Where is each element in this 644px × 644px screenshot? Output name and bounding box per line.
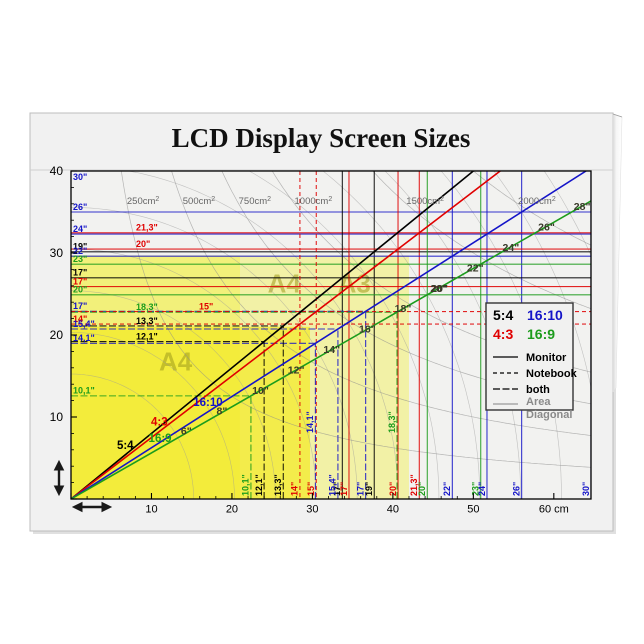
svg-text:20: 20 — [226, 504, 238, 516]
svg-text:Area: Area — [526, 396, 551, 408]
svg-text:60 cm: 60 cm — [539, 504, 569, 516]
svg-text:15": 15" — [306, 482, 316, 496]
svg-text:5:4: 5:4 — [117, 440, 134, 452]
svg-text:12": 12" — [288, 364, 305, 376]
svg-text:50: 50 — [467, 504, 479, 516]
svg-text:LCD Display Screen Sizes: LCD Display Screen Sizes — [172, 123, 471, 153]
svg-text:13,3": 13,3" — [273, 474, 283, 496]
svg-text:250cm2: 250cm2 — [127, 195, 160, 207]
svg-text:A4: A4 — [159, 346, 193, 376]
svg-text:20: 20 — [50, 328, 64, 342]
svg-text:15,4": 15,4" — [73, 319, 95, 329]
svg-text:22": 22" — [467, 262, 484, 274]
svg-text:10: 10 — [50, 410, 64, 424]
svg-text:16:10: 16:10 — [527, 307, 563, 323]
svg-text:13,3": 13,3" — [136, 316, 158, 326]
svg-text:500cm2: 500cm2 — [183, 195, 216, 207]
svg-text:16:9: 16:9 — [527, 326, 555, 342]
svg-text:21,3": 21,3" — [136, 223, 158, 233]
svg-text:12,1": 12,1" — [254, 474, 264, 496]
svg-text:Notebook: Notebook — [526, 368, 578, 380]
svg-text:17": 17" — [73, 301, 87, 311]
svg-text:19": 19" — [364, 482, 374, 496]
svg-text:17": 17" — [339, 482, 349, 496]
svg-text:10: 10 — [145, 504, 157, 516]
svg-text:20": 20" — [431, 283, 448, 295]
svg-text:26": 26" — [73, 202, 87, 212]
svg-text:15": 15" — [199, 301, 213, 311]
svg-text:Diagonal: Diagonal — [526, 409, 572, 421]
svg-text:18,3": 18,3" — [387, 411, 397, 433]
svg-text:24": 24" — [73, 224, 87, 234]
svg-text:17": 17" — [355, 482, 365, 496]
svg-text:14": 14" — [290, 482, 300, 496]
svg-text:26": 26" — [538, 222, 555, 234]
svg-text:23": 23" — [471, 482, 481, 496]
svg-text:20": 20" — [417, 482, 427, 496]
svg-text:16": 16" — [359, 324, 376, 336]
svg-text:10": 10" — [252, 385, 269, 397]
svg-text:14": 14" — [323, 344, 340, 356]
svg-text:5:4: 5:4 — [493, 307, 513, 323]
svg-text:4:3: 4:3 — [151, 417, 168, 429]
svg-text:30: 30 — [306, 504, 318, 516]
svg-text:Monitor: Monitor — [526, 352, 567, 364]
svg-text:750cm2: 750cm2 — [239, 195, 272, 207]
svg-text:12,1": 12,1" — [136, 331, 158, 341]
svg-text:14,1": 14,1" — [305, 411, 315, 433]
svg-text:26": 26" — [511, 482, 521, 496]
svg-text:22": 22" — [442, 482, 452, 496]
svg-text:28": 28" — [574, 201, 591, 213]
svg-text:8": 8" — [217, 405, 228, 417]
svg-text:30: 30 — [50, 246, 64, 260]
svg-text:4:3: 4:3 — [493, 326, 513, 342]
svg-text:40: 40 — [50, 164, 64, 178]
svg-text:23": 23" — [73, 254, 87, 264]
svg-text:30": 30" — [581, 482, 591, 496]
svg-text:A4: A4 — [268, 268, 302, 298]
svg-text:1000cm2: 1000cm2 — [295, 195, 333, 207]
svg-text:20": 20" — [73, 285, 87, 295]
svg-text:16:9: 16:9 — [149, 433, 172, 445]
svg-text:6": 6" — [181, 426, 192, 438]
svg-text:10,1": 10,1" — [73, 386, 95, 396]
svg-text:40: 40 — [387, 504, 399, 516]
svg-text:18": 18" — [395, 303, 412, 315]
svg-text:20": 20" — [136, 239, 150, 249]
svg-text:30": 30" — [73, 172, 87, 182]
svg-text:10,1": 10,1" — [241, 474, 251, 496]
svg-text:15,4": 15,4" — [328, 474, 338, 496]
svg-text:24": 24" — [503, 242, 520, 254]
svg-text:1500cm2: 1500cm2 — [406, 195, 444, 207]
svg-text:2000cm2: 2000cm2 — [518, 195, 556, 207]
svg-text:18,3": 18,3" — [136, 302, 158, 312]
svg-text:both: both — [526, 384, 550, 396]
